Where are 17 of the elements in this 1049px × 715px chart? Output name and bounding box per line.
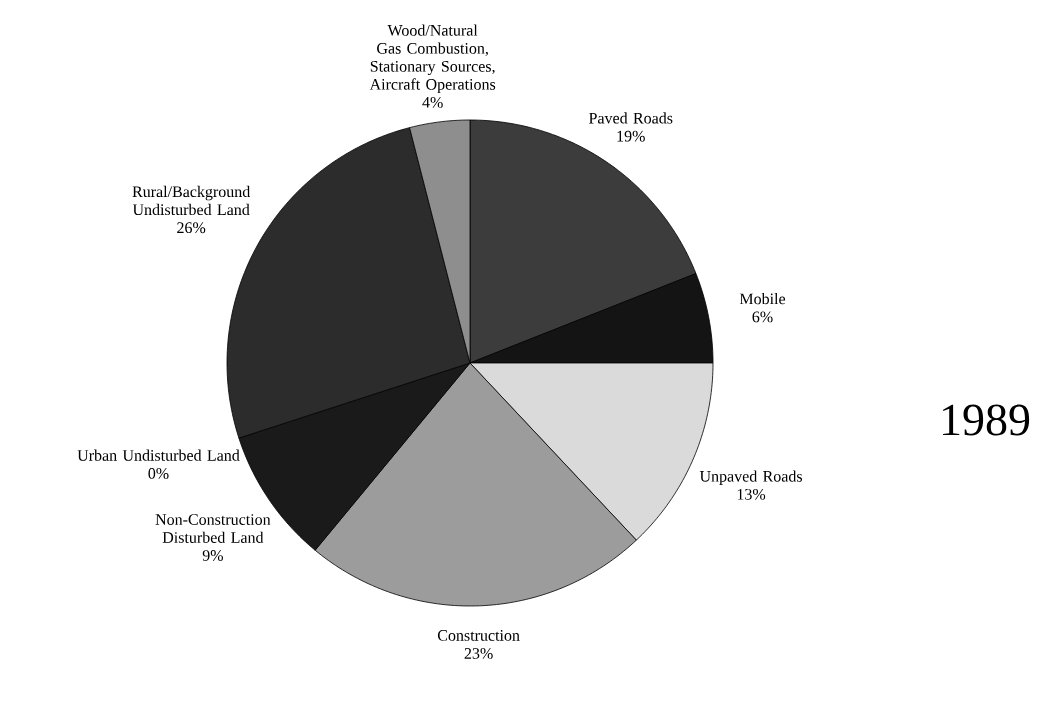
- data-label: 13%: [737, 488, 766, 500]
- slice-label: Construction: [437, 630, 520, 641]
- slice-label: Mobile: [739, 293, 786, 305]
- text: 1989: [943, 404, 1030, 436]
- data-label: 23%: [464, 648, 493, 659]
- text: 0%: [148, 468, 169, 479]
- slice-label: Paved Roads: [588, 112, 673, 124]
- data-label: 6%: [752, 311, 773, 323]
- slice-label: Wood/Natural Gas Combustion, Stationary Sources, Aircraft Operations: [369, 24, 496, 93]
- data-label: 19%: [617, 130, 645, 142]
- slice-label: Rural/Background Undisturbed Land: [132, 185, 251, 216]
- data-label: 9%: [202, 550, 223, 561]
- data-label: 4%: [422, 96, 443, 108]
- slice-label: Non-Construction Disturbed Land: [155, 514, 271, 543]
- data-label: 26%: [177, 222, 206, 234]
- slice-label: Unpaved Roads: [699, 470, 803, 485]
- category-label: Urban Undisturbed Land: [77, 449, 240, 461]
